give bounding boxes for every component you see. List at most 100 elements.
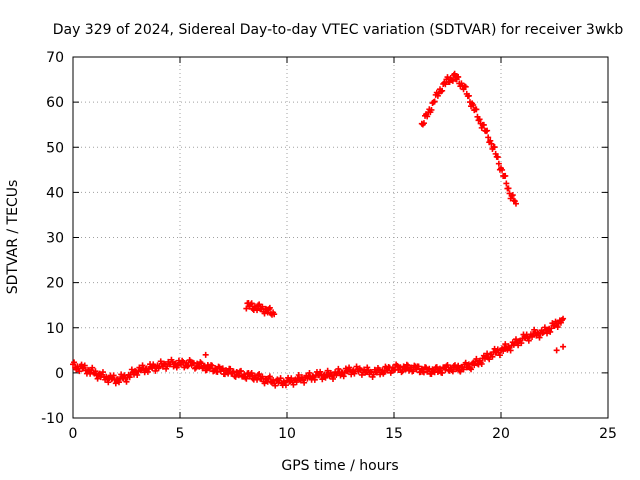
data-point — [256, 371, 263, 378]
data-point — [259, 303, 266, 310]
data-point — [324, 367, 331, 374]
data-point — [496, 352, 503, 359]
data-point — [410, 368, 417, 375]
data-point — [560, 315, 567, 322]
data-point — [322, 374, 329, 381]
data-point — [202, 351, 209, 358]
data-point — [560, 343, 567, 350]
data-point — [456, 367, 463, 374]
data-point — [489, 353, 496, 360]
data-point — [227, 365, 234, 372]
data-point — [261, 380, 268, 387]
axis-ticks: 0 5 10 15 20 25 -10 0 10 20 30 40 50 60 70 — [41, 50, 617, 442]
data-point — [478, 361, 485, 367]
data-point — [237, 367, 244, 374]
x-tick-label: 25 — [599, 426, 617, 442]
data-point — [508, 192, 515, 199]
data-point — [515, 342, 522, 349]
data-point — [134, 372, 141, 379]
data-point — [444, 362, 451, 369]
data-point — [306, 369, 313, 376]
data-point — [473, 106, 480, 113]
data-point — [256, 301, 263, 308]
data-point — [105, 379, 112, 386]
data-point — [254, 376, 261, 383]
data-point — [428, 370, 435, 377]
x-tick-label: 5 — [176, 426, 185, 442]
data-point — [448, 77, 455, 84]
data-point — [509, 192, 516, 199]
data-point — [476, 116, 483, 123]
data-point — [118, 371, 125, 378]
data-point — [243, 305, 250, 312]
data-point — [484, 350, 491, 357]
data-point — [214, 368, 221, 375]
data-point — [248, 300, 255, 307]
data-point — [554, 324, 561, 331]
data-point — [381, 369, 388, 376]
data-point — [81, 362, 88, 369]
data-point — [293, 379, 300, 386]
data-point — [209, 362, 216, 369]
data-point — [505, 185, 512, 192]
x-tick-label: 15 — [385, 426, 403, 442]
data-point — [470, 102, 477, 109]
data-point — [335, 365, 342, 372]
data-point — [401, 365, 408, 372]
data-point — [475, 117, 482, 124]
data-point — [468, 366, 475, 373]
data-point — [492, 150, 499, 157]
y-tick-label: 50 — [46, 140, 64, 156]
data-points — [70, 70, 567, 389]
data-point — [439, 370, 446, 377]
data-point — [418, 365, 425, 372]
data-point — [437, 365, 444, 372]
data-point — [266, 373, 273, 380]
data-point — [494, 346, 501, 353]
data-point — [71, 359, 78, 366]
data-point — [200, 363, 207, 370]
data-point — [330, 375, 337, 382]
data-point — [465, 92, 472, 99]
data-point — [255, 302, 262, 309]
data-point — [553, 347, 560, 354]
data-point — [219, 365, 226, 372]
data-point — [442, 81, 449, 88]
data-point — [271, 311, 278, 318]
data-point — [502, 172, 509, 179]
data-point — [484, 127, 491, 134]
data-point — [112, 380, 119, 387]
data-point — [424, 113, 431, 120]
data-point — [487, 137, 494, 144]
data-point — [494, 154, 501, 161]
data-point — [491, 144, 498, 151]
data-point — [232, 373, 239, 380]
data-point — [488, 140, 495, 147]
data-point — [255, 372, 262, 379]
data-point — [428, 106, 435, 113]
data-point — [439, 87, 446, 94]
data-point — [512, 336, 519, 343]
data-point — [76, 368, 83, 375]
x-axis-label: GPS time / hours — [281, 458, 398, 474]
data-point — [206, 365, 213, 372]
data-point — [449, 77, 456, 84]
data-point — [431, 98, 438, 105]
data-point — [485, 134, 492, 141]
data-point — [404, 362, 411, 369]
data-point — [531, 326, 538, 333]
data-point — [486, 356, 493, 363]
data-point — [457, 368, 464, 375]
data-point — [92, 368, 99, 375]
data-point — [503, 180, 510, 187]
data-point — [247, 301, 254, 308]
data-point — [507, 347, 514, 354]
data-point — [152, 367, 159, 374]
data-point — [408, 364, 415, 371]
data-point — [444, 74, 451, 81]
data-point — [288, 375, 295, 382]
data-point — [473, 355, 480, 362]
data-point — [89, 364, 96, 371]
data-point — [139, 362, 146, 369]
